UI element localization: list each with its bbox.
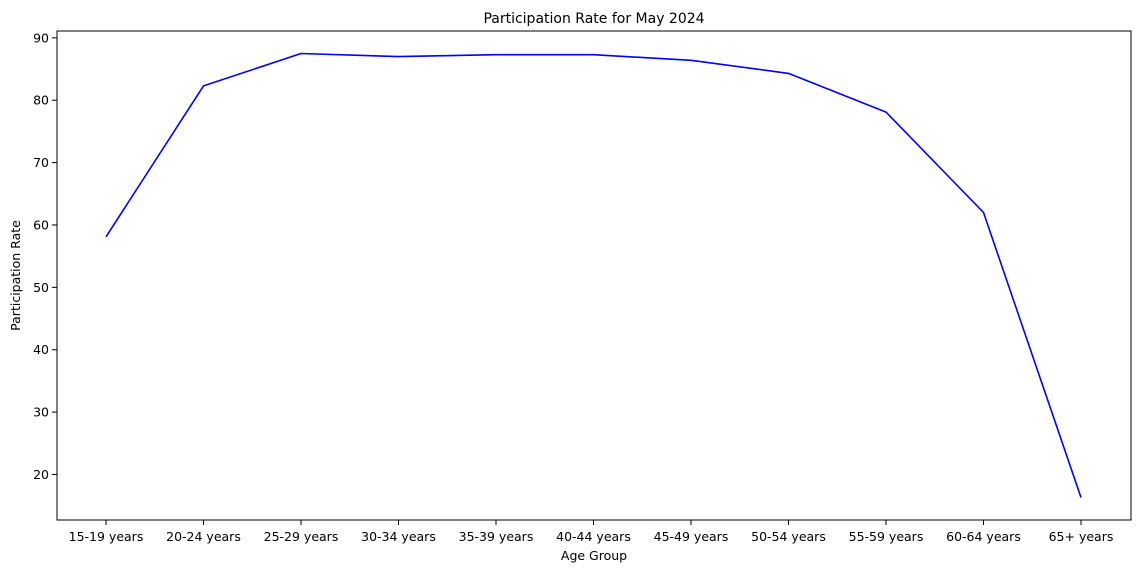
y-tick-label: 50	[33, 280, 49, 295]
plot-area: 20 30 40 50 60 70 80 90 15-19 years 20-24 years 2…	[33, 30, 1132, 544]
x-axis-label: Age Group	[561, 548, 627, 563]
x-tick-label: 55-59 years	[849, 529, 924, 544]
series-line	[105, 52, 1082, 498]
x-tick-label: 60-64 years	[946, 529, 1021, 544]
chart-title: Participation Rate for May 2024	[483, 11, 704, 27]
x-tick-label: 40-44 years	[556, 529, 631, 544]
x-tick-label: 45-49 years	[654, 529, 729, 544]
x-tick-label: 25-29 years	[264, 529, 339, 544]
y-tick-label: 40	[33, 342, 49, 357]
y-tick-label: 20	[33, 467, 49, 482]
x-tick-label: 30-34 years	[361, 529, 436, 544]
y-tick-label: 70	[33, 155, 49, 170]
y-tick-label: 60	[33, 217, 49, 232]
y-tick-label: 30	[33, 405, 49, 420]
x-tick-label: 20-24 years	[166, 529, 241, 544]
x-axis: 15-19 years 20-24 years 25-29 years 30-34 y…	[69, 520, 1114, 544]
series-layer	[105, 52, 1082, 498]
y-tick-label: 80	[33, 93, 49, 108]
y-tick-label: 90	[33, 30, 49, 45]
y-axis-label: Participation Rate	[8, 220, 23, 331]
y-axis: 20 30 40 50 60 70 80 90	[33, 30, 57, 482]
x-tick-label: 15-19 years	[69, 529, 144, 544]
x-tick-label: 65+ years	[1049, 529, 1114, 544]
x-tick-label: 50-54 years	[751, 529, 826, 544]
x-tick-label: 35-39 years	[459, 529, 534, 544]
